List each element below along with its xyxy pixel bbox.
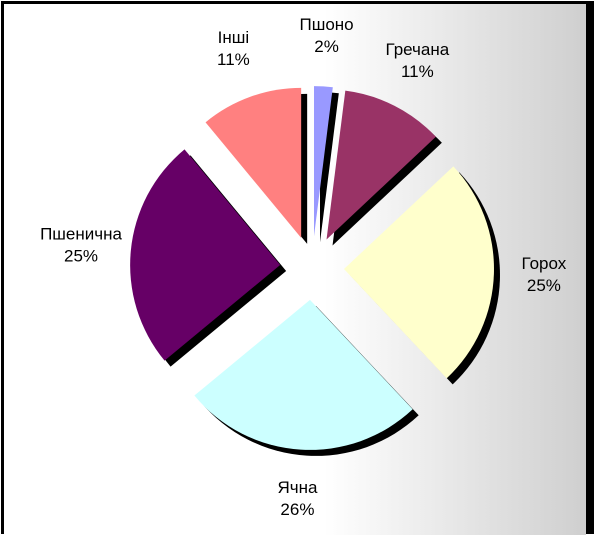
slice-value-label: 11%: [401, 62, 434, 81]
slice-value-label: 11%: [217, 50, 250, 69]
slice-label: Інші: [218, 28, 250, 47]
slice-label: Горох: [522, 254, 567, 273]
slice: [194, 299, 413, 450]
slice-label: Пшоно: [299, 15, 353, 34]
slice-value-label: 25%: [64, 247, 98, 266]
slice-label: Пшенична: [40, 225, 122, 244]
slice: [130, 149, 281, 361]
slice: [205, 87, 302, 238]
slice-label: Гречана: [385, 40, 449, 59]
slice: [326, 90, 436, 240]
slice: [314, 86, 333, 237]
slice-value-label: 25%: [527, 276, 561, 295]
slice-value-label: 26%: [280, 500, 314, 519]
slice: [343, 166, 494, 379]
slice-label: Ячна: [277, 478, 318, 497]
slice-value-label: 2%: [314, 37, 339, 56]
